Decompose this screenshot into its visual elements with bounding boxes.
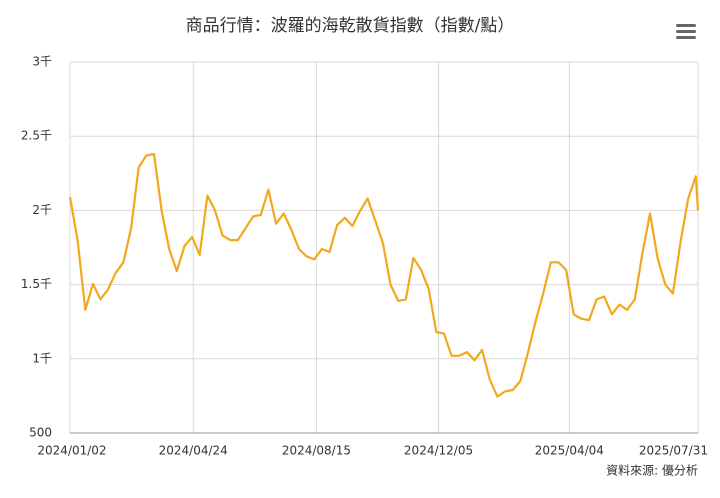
y-tick-label: 1.5千 (21, 277, 52, 291)
y-tick-label: 2千 (32, 203, 52, 217)
y-tick-label: 500 (29, 426, 52, 440)
data-line (68, 152, 700, 398)
menu-bar[interactable] (676, 30, 696, 33)
x-tick-label: 2024/01/02 (37, 444, 106, 458)
x-tick-label: 2024/08/15 (282, 444, 351, 458)
x-tick-label: 2025/07/31 (639, 444, 708, 458)
y-tick-label: 2.5千 (21, 129, 52, 143)
menu-bar[interactable] (676, 36, 696, 39)
menu-bar[interactable] (676, 24, 696, 27)
x-tick-label: 2024/12/05 (404, 444, 473, 458)
x-tick-label: 2024/04/24 (159, 444, 228, 458)
x-tick-label: 2025/04/04 (535, 444, 604, 458)
y-tick-label: 3千 (32, 55, 52, 69)
source-note: 資料來源: 優分析 (606, 464, 698, 478)
chart-title: 商品行情：波羅的海乾散貨指數（指數/點） (186, 16, 515, 36)
menu-button[interactable] (676, 24, 696, 39)
y-tick-label: 1千 (32, 351, 52, 365)
